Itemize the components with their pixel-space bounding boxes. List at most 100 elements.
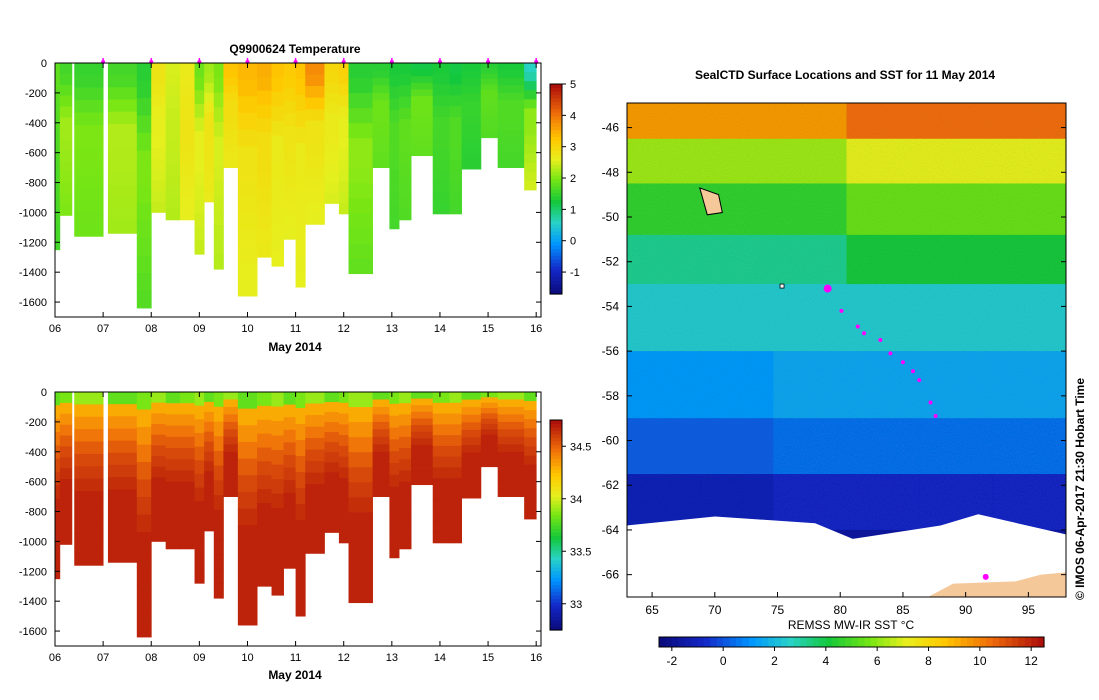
section-cell (165, 515, 181, 527)
section-cell (151, 392, 167, 404)
colorbar-segment (550, 161, 562, 166)
section-cell (283, 429, 296, 443)
section-cell (59, 117, 73, 129)
section-cell (480, 402, 499, 409)
lat-tick-label: -46 (602, 121, 620, 135)
section-cell (151, 477, 167, 489)
sst-band (773, 138, 848, 185)
section-cell (449, 456, 463, 468)
section-cell (180, 130, 195, 142)
section-cell (165, 537, 181, 550)
section-cell (271, 421, 284, 436)
section-cell (55, 392, 61, 406)
section-cell (372, 459, 390, 468)
section-cell (223, 77, 239, 86)
colorbar-tick-label: -2 (666, 654, 677, 668)
colorbar-segment (678, 637, 686, 647)
section-cell (338, 73, 349, 85)
antarctic-coast (928, 572, 1066, 597)
section-cell (55, 538, 61, 553)
section-cell (449, 95, 463, 107)
section-cell (399, 197, 412, 210)
section-cell (213, 121, 224, 138)
section-cell (107, 550, 140, 563)
section-cell (223, 399, 239, 408)
section-cell (107, 537, 140, 551)
section-cell (223, 489, 239, 497)
colorbar-segment (550, 185, 562, 190)
section-cell (295, 552, 306, 569)
colorbar-segment (691, 637, 699, 647)
section-cell (338, 127, 349, 139)
section-cell (348, 123, 373, 139)
section-cell (497, 444, 525, 453)
section-cell (136, 514, 152, 533)
section-cell (372, 451, 390, 460)
section-cell (151, 169, 167, 181)
lat-tick-label: -54 (602, 299, 620, 313)
colorbar-segment (550, 577, 562, 582)
section-cell (151, 73, 167, 85)
section-cell (305, 392, 325, 404)
colorbar-segment (755, 637, 763, 647)
section-cell (449, 489, 463, 501)
section-cell (411, 405, 434, 413)
map-title: SealCTD Surface Locations and SST for 11… (695, 68, 995, 82)
section-cell (213, 136, 224, 152)
section-cell (305, 484, 325, 497)
section-cell (151, 84, 167, 96)
section-cell (480, 424, 499, 430)
section-cell (338, 521, 349, 533)
section-cell (348, 108, 373, 124)
colorbar-segment (550, 276, 562, 281)
y-tick-label: -200 (25, 417, 47, 429)
section-cell (338, 435, 349, 447)
section-cell (151, 456, 167, 468)
section-cell (461, 414, 482, 423)
section-cell (74, 199, 104, 212)
section-cell (74, 75, 104, 89)
section-cell (194, 226, 205, 241)
section-cell (399, 436, 412, 449)
section-cell (461, 146, 482, 155)
section-cell (348, 512, 373, 528)
section-cell (180, 175, 195, 187)
section-cell (74, 478, 104, 492)
section-cell (348, 258, 373, 275)
section-cell (461, 85, 482, 94)
section-cell (107, 160, 140, 173)
sst-band (627, 183, 701, 236)
colorbar-segment (550, 136, 562, 141)
section-cell (151, 95, 167, 107)
section-cell (223, 137, 239, 146)
colorbar-tick-label: 12 (1024, 654, 1038, 668)
section-cell (524, 99, 537, 109)
section-cell (165, 436, 181, 449)
section-cell (305, 472, 325, 485)
colorbar-segment (723, 637, 731, 647)
section-cell (372, 399, 390, 408)
section-cell (411, 149, 434, 157)
sst-band (919, 183, 994, 236)
section-cell (271, 121, 284, 136)
colorbar-segment (550, 423, 562, 428)
section-cell (237, 262, 258, 280)
lat-tick-label: -48 (602, 165, 620, 179)
colorbar-segment (550, 553, 562, 558)
section-cell (74, 429, 104, 442)
section-cell (237, 458, 258, 476)
section-cell (480, 121, 499, 128)
section-cell (74, 441, 104, 455)
section-cell (194, 240, 205, 255)
section-cell (372, 92, 390, 101)
colorbar-segment (550, 549, 562, 554)
section-cell (338, 402, 349, 414)
sst-band (992, 183, 1066, 236)
section-cell (237, 525, 258, 543)
section-cell (74, 100, 104, 113)
section-cell (524, 180, 537, 191)
section-cell (223, 122, 239, 131)
colorbar-segment (941, 637, 949, 647)
section-cell (223, 444, 239, 453)
